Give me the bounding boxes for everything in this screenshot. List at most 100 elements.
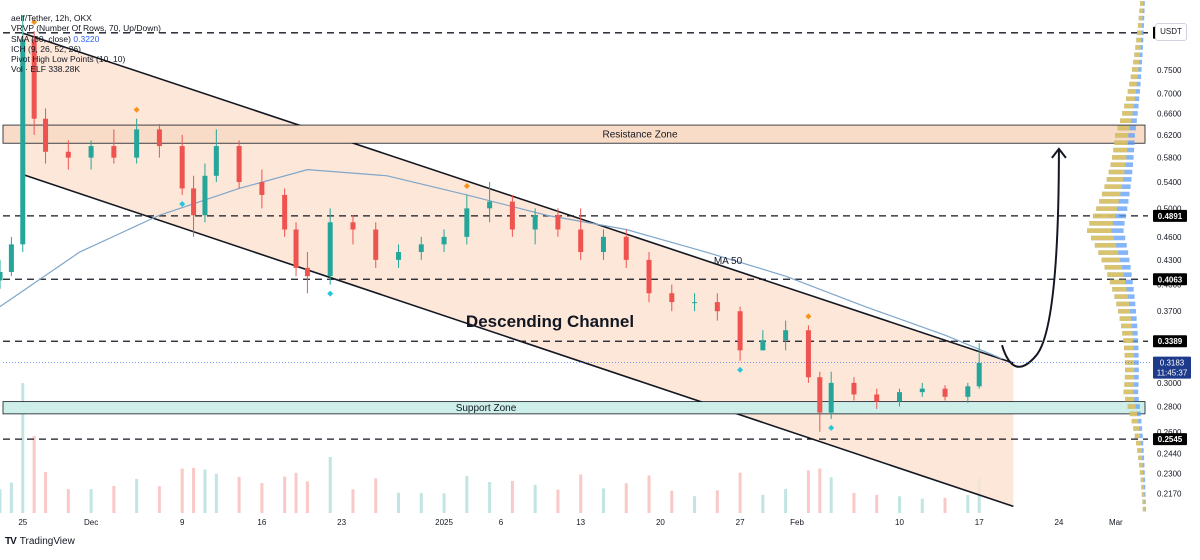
pivot-high-marker-3	[805, 313, 812, 320]
volume-bar-8	[135, 478, 139, 513]
volume-bars	[0, 383, 981, 513]
candle-body	[259, 182, 265, 195]
candle-16	[282, 188, 288, 237]
candle-body	[976, 362, 982, 387]
candle-body	[304, 267, 310, 277]
vrvp-down-32	[1107, 272, 1124, 277]
vrvp-down-46	[1108, 169, 1125, 175]
volume-bar-14	[237, 476, 241, 513]
volume-bar-47	[943, 497, 947, 513]
level-price-label-4: 0.2545	[1158, 435, 1183, 444]
candle-48	[965, 382, 971, 403]
legend-sma[interactable]: SMA (50, close) 0.3220	[11, 34, 161, 44]
candle-22	[396, 244, 402, 268]
y-tick-17: 0.2300	[1157, 470, 1182, 479]
vrvp-down-35	[1098, 250, 1119, 255]
candle-body	[134, 129, 140, 158]
volume-bar-16	[283, 476, 287, 513]
volume-bar-43	[852, 492, 856, 513]
zone-rect-0	[2, 124, 1146, 144]
volume-bar-38	[761, 494, 765, 513]
candle-body	[202, 175, 208, 216]
volume-bar-15	[260, 483, 264, 513]
x-tick-3: 16	[257, 518, 266, 527]
vrvp-down-65	[1137, 30, 1142, 36]
pivot-points	[31, 19, 835, 431]
tradingview-logo[interactable]: TV TradingView	[5, 536, 75, 547]
legend-pivots[interactable]: Pivot High Low Points (10, 10)	[11, 54, 126, 65]
zone-label-1: Support Zone	[456, 403, 517, 414]
candle-39	[783, 320, 789, 351]
candle-body	[88, 146, 94, 158]
candle-body	[817, 377, 823, 413]
candle-body	[783, 330, 789, 341]
vrvp-down-25	[1121, 323, 1132, 329]
y-tick-16: 0.2440	[1157, 449, 1182, 458]
candle-5	[65, 140, 71, 170]
level-price-label-2: 0.4063	[1158, 275, 1183, 284]
candle-countdown: 11:45:37	[1157, 369, 1188, 378]
legend-symbol[interactable]: aelf/Tether, 12h, OKX	[11, 13, 92, 23]
candle-27	[509, 194, 515, 237]
time-axis-bg	[0, 513, 1150, 537]
x-tick-14: Mar	[1109, 518, 1123, 527]
candle-24	[441, 229, 447, 253]
candle-body	[111, 146, 117, 158]
candle-body	[396, 252, 402, 260]
x-tick-12: 17	[975, 518, 984, 527]
candle-25	[464, 194, 470, 245]
x-tick-8: 20	[656, 518, 665, 527]
projection-path	[1001, 148, 1060, 368]
vrvp-down-37	[1091, 235, 1114, 241]
x-tick-5: 2025	[435, 518, 453, 527]
candle-9	[156, 124, 162, 158]
volume-bar-18	[305, 481, 309, 513]
vrvp-down-0	[1142, 506, 1145, 512]
candle-body	[213, 146, 219, 176]
y-tick-5: 0.5800	[1157, 154, 1182, 163]
volume-bar-19	[328, 457, 332, 513]
legend-ichimoku[interactable]: ICH (9, 26, 52, 26)	[11, 43, 81, 54]
candle-33	[646, 252, 652, 303]
candle-1	[8, 236, 14, 277]
vrvp-down-12	[1131, 418, 1139, 424]
zone-rect-1	[2, 401, 1146, 415]
candle-14	[236, 140, 242, 189]
legend-volume[interactable]: Vol · ELF 338.28K	[11, 64, 161, 74]
vrvp-down-47	[1110, 162, 1126, 167]
currency-unit-button[interactable]: USDT	[1155, 23, 1187, 41]
candle-body	[179, 146, 185, 189]
vrvp-down-13	[1129, 411, 1138, 417]
candle-body	[623, 236, 629, 260]
price-axis[interactable]: 0.85000.75000.70000.66000.62000.58000.54…	[3, 0, 1200, 555]
y-tick-18: 0.2170	[1157, 490, 1182, 499]
candle-13	[213, 129, 219, 183]
vrvp-down-14	[1127, 404, 1136, 409]
y-tick-7: 0.5000	[1157, 204, 1182, 213]
vrvp-down-59	[1130, 74, 1138, 80]
candle-4	[43, 108, 49, 164]
vrvp-down-67	[1138, 15, 1143, 21]
volume-bar-25	[465, 475, 469, 513]
candle-body	[441, 236, 447, 245]
candle-body	[714, 302, 720, 312]
vrvp-down-22	[1124, 345, 1134, 351]
vrvp-down-11	[1133, 426, 1140, 431]
horizontal-levels	[3, 32, 1148, 440]
candle-40	[805, 325, 811, 383]
volume-bar-31	[601, 488, 605, 513]
y-tick-14: 0.2800	[1157, 402, 1182, 411]
candle-body	[65, 151, 71, 158]
candle-body	[737, 311, 743, 351]
pivot-low-marker-2	[737, 366, 744, 373]
candle-body	[373, 229, 379, 260]
volume-bar-35	[693, 496, 697, 513]
candle-38	[760, 330, 766, 351]
volume-bar-37	[738, 472, 742, 513]
legend-vrvp[interactable]: VRVP (Number Of Rows, 70, Up/Down)	[11, 23, 161, 34]
time-axis[interactable]: 25 Dec 9 16 23 2025 6 13 20 27 Feb 10 17 24 Mar	[0, 513, 1150, 537]
vrvp-down-20	[1124, 360, 1135, 365]
vrvp-down-34	[1101, 257, 1121, 263]
legend-vol-label: Vol · ELF	[11, 64, 46, 75]
